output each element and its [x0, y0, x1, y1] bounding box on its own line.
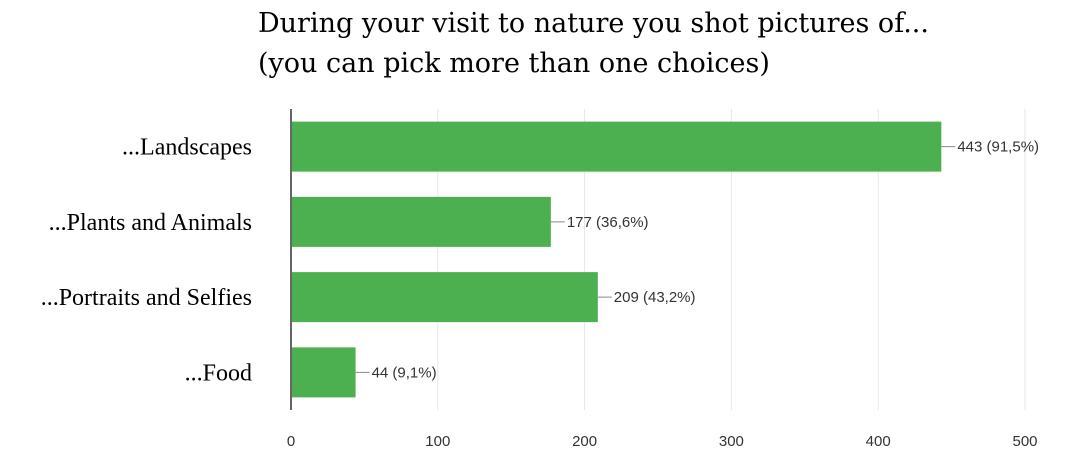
- category-label: ...Food: [185, 360, 252, 386]
- x-tick-label: 200: [572, 433, 597, 450]
- data-label: 177 (36,6%): [567, 214, 649, 231]
- category-label: ...Portraits and Selfies: [41, 285, 252, 311]
- data-label: 44 (9,1%): [372, 364, 437, 381]
- bars: [292, 121, 942, 398]
- category-label: ...Landscapes: [122, 135, 252, 161]
- x-tick-label: 300: [719, 433, 744, 450]
- data-label: 443 (91,5%): [957, 139, 1039, 156]
- category-label: ...Plants and Animals: [49, 210, 252, 236]
- data-label: 209 (43,2%): [614, 289, 696, 306]
- chart-title-line-1: During your visit to nature you shot pic…: [258, 8, 929, 39]
- bar: [292, 272, 598, 323]
- x-tick-label: 400: [866, 433, 891, 450]
- chart-title-line-2: (you can pick more than one choices): [258, 48, 770, 79]
- x-tick-label: 100: [425, 433, 450, 450]
- bar: [292, 347, 356, 398]
- chart-title: During your visit to nature you shot pic…: [258, 4, 929, 84]
- x-tick-label: 0: [287, 433, 295, 450]
- x-tick-label: 500: [1012, 433, 1037, 450]
- bar: [292, 196, 551, 247]
- labels: 0 100 200 300 400 500 ...Landscapes 443 (91,5%)…: [41, 135, 1039, 450]
- bar: [292, 121, 942, 172]
